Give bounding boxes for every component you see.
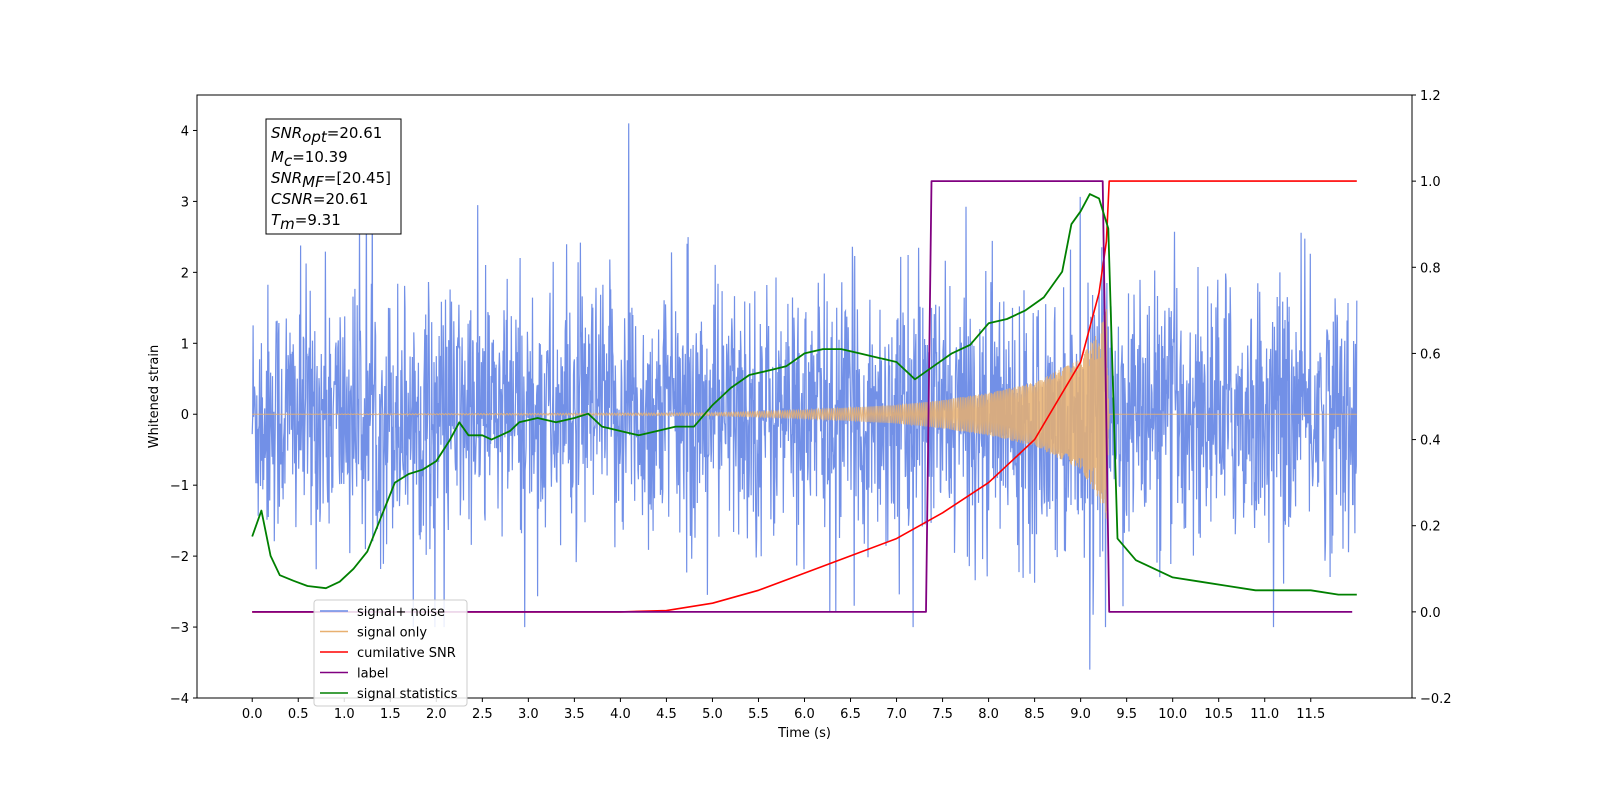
x-tick-label: 4.5: [656, 707, 677, 722]
y2-tick-label: 0.0: [1420, 606, 1441, 621]
y2-tick-label: 0.6: [1420, 347, 1441, 362]
x-tick-label: 5.0: [702, 707, 723, 722]
y-axis-label: Whitened strain: [147, 345, 162, 448]
legend: signal+ noise signal only cumilative SNR la…: [313, 599, 468, 707]
legend-label-label: label: [357, 667, 388, 682]
x-tick-label: 10.0: [1158, 707, 1187, 722]
y2-tick-label: 0.8: [1420, 261, 1441, 276]
y-tick-label: −3: [170, 621, 189, 636]
series-signal-noise-line: [251, 123, 1358, 670]
x-tick-label: 0.5: [288, 707, 309, 722]
x-tick-label: 5.5: [748, 707, 769, 722]
annotation-csnr: CSNR=20.61: [271, 190, 368, 208]
annotation-snr-opt: SNRopt=20.61: [271, 124, 382, 146]
x-tick-label: 3.0: [518, 707, 539, 722]
x-tick-label: 6.0: [794, 707, 815, 722]
annotation-snr-mf: SNRMF=[20.45]: [271, 169, 391, 191]
legend-signal-only-label: signal only: [357, 626, 427, 641]
x-tick-label: 10.5: [1204, 707, 1233, 722]
x-tick-label: 6.5: [840, 707, 861, 722]
x-tick-label: 2.0: [426, 707, 447, 722]
annotation-box: SNRopt=20.61 Mc=10.39 SNRMF=[20.45] CSNR…: [265, 118, 402, 235]
y2-tick-label: 0.2: [1420, 520, 1441, 535]
series-signal-only-line: [252, 309, 1357, 519]
y2-tick-label: 1.2: [1420, 89, 1441, 104]
series-label-line: [252, 180, 1353, 613]
y-tick-label: 1: [181, 337, 189, 352]
x-tick-label: 11.5: [1296, 707, 1325, 722]
x-tick-label: 0.0: [242, 707, 263, 722]
x-tick-label: 1.0: [334, 707, 355, 722]
x-tick-label: 4.0: [610, 707, 631, 722]
x-axis-label: Time (s): [777, 726, 831, 741]
y-tick-label: 0: [181, 408, 189, 423]
annotation-merger-time: Tm=9.31: [271, 211, 341, 233]
series-signal-statistics-line: [251, 193, 1357, 596]
x-tick-label: 2.5: [472, 707, 493, 722]
y2-tick-label: 0.4: [1420, 434, 1441, 449]
y-tick-label: −2: [170, 550, 189, 565]
y2-tick-label: −0.2: [1420, 692, 1452, 707]
series-cumulative-snr-line: [252, 180, 1357, 613]
y-tick-label: −4: [170, 692, 189, 707]
legend-cumulative-snr-label: cumilative SNR: [357, 646, 456, 661]
legend-signal-statistics-label: signal statistics: [357, 687, 458, 702]
x-tick-label: 9.0: [1070, 707, 1091, 722]
annotation-chirp-mass: Mc=10.39: [271, 148, 348, 170]
y-tick-label: 2: [181, 266, 189, 281]
y2-tick-label: 1.0: [1420, 175, 1441, 190]
plot-area: [251, 123, 1358, 670]
legend-signal-noise-label: signal+ noise: [357, 605, 445, 620]
x-tick-label: 8.5: [1024, 707, 1045, 722]
x-tick-label: 7.5: [932, 707, 953, 722]
x-tick-label: 8.0: [978, 707, 999, 722]
x-tick-label: 1.5: [380, 707, 401, 722]
x-tick-label: 7.0: [886, 707, 907, 722]
y-tick-label: 3: [181, 195, 189, 210]
axes: 0.0 0.5 1.0 1.5 2.0 2.5 3.0 3.5 4.0 4.5 5.0 5.5 6.0 6…: [170, 89, 1452, 722]
x-tick-label: 9.5: [1116, 707, 1137, 722]
x-tick-label: 3.5: [564, 707, 585, 722]
y-tick-label: −1: [170, 479, 189, 494]
x-tick-label: 11.0: [1250, 707, 1279, 722]
y-tick-label: 4: [181, 124, 189, 139]
